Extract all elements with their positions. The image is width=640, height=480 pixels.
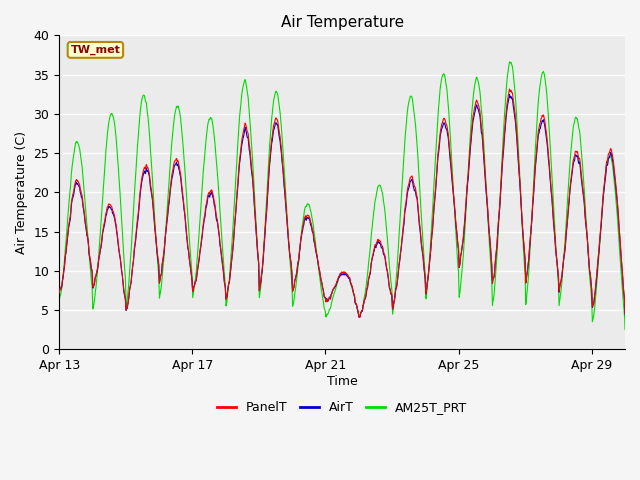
- AM25T_PRT: [148, 171, 156, 177]
- AM25T_PRT: [497, 188, 504, 193]
- AirT: [197, 245, 205, 251]
- AM25T_PRT: [621, 327, 629, 333]
- Legend: PanelT, AirT, AM25T_PRT: PanelT, AirT, AM25T_PRT: [212, 396, 472, 420]
- AirT: [360, 302, 367, 308]
- PanelT: [197, 243, 205, 249]
- PanelT: [355, 314, 363, 320]
- AirT: [356, 314, 364, 320]
- PanelT: [181, 209, 189, 215]
- AirT: [55, 290, 63, 296]
- AM25T_PRT: [506, 59, 513, 65]
- AirT: [181, 211, 189, 217]
- PanelT: [148, 192, 156, 198]
- AirT: [71, 185, 79, 191]
- AM25T_PRT: [181, 165, 189, 170]
- AM25T_PRT: [55, 297, 63, 303]
- AirT: [497, 187, 504, 193]
- Text: TW_met: TW_met: [70, 45, 120, 55]
- X-axis label: Time: Time: [326, 375, 358, 388]
- PanelT: [360, 302, 367, 308]
- AirT: [506, 92, 513, 97]
- Y-axis label: Air Temperature (C): Air Temperature (C): [15, 131, 28, 254]
- AM25T_PRT: [359, 301, 367, 307]
- AM25T_PRT: [71, 145, 79, 151]
- AM25T_PRT: [197, 207, 205, 213]
- PanelT: [506, 86, 513, 92]
- Title: Air Temperature: Air Temperature: [280, 15, 404, 30]
- Line: AM25T_PRT: AM25T_PRT: [59, 62, 625, 330]
- PanelT: [621, 311, 629, 317]
- AirT: [621, 312, 629, 317]
- PanelT: [71, 182, 79, 188]
- AirT: [148, 195, 156, 201]
- PanelT: [55, 290, 63, 296]
- PanelT: [497, 184, 504, 190]
- Line: PanelT: PanelT: [59, 89, 625, 317]
- Line: AirT: AirT: [59, 95, 625, 317]
